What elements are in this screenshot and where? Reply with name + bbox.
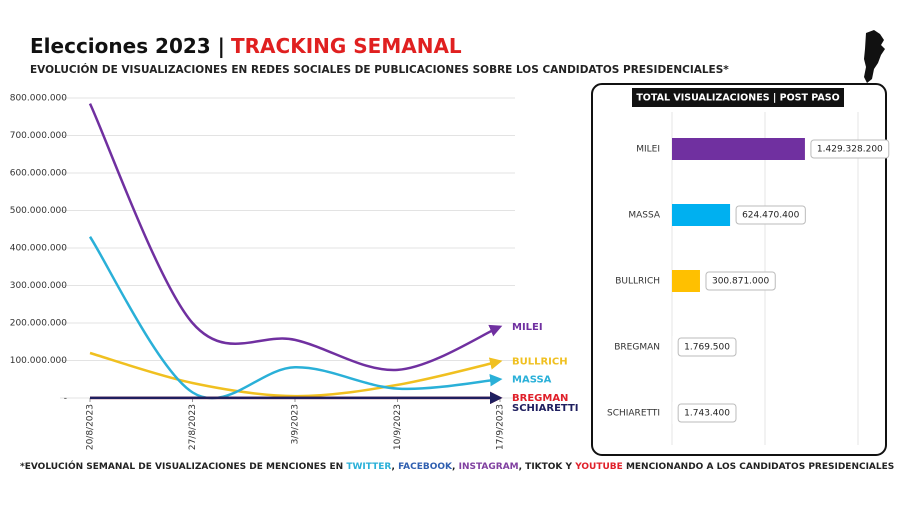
value-label: 300.871.000 xyxy=(712,277,770,287)
y-tick-label: 100.000.000 xyxy=(10,356,68,366)
line-series xyxy=(88,236,503,400)
series-label: MILEI xyxy=(512,322,543,333)
footnote-part: MENCIONANDO A LOS CANDIDATOS PRESIDENCIA… xyxy=(623,462,894,472)
footnote-part: , TIKTOK Y xyxy=(519,462,576,472)
value-label-box xyxy=(677,403,737,423)
value-label-box xyxy=(810,139,890,159)
footnote-part: INSTAGRAM xyxy=(459,462,519,472)
category-label: MASSA xyxy=(628,211,661,221)
map-icon xyxy=(864,30,885,83)
bar xyxy=(672,270,700,292)
category-label: MILEI xyxy=(636,145,660,155)
footnote-part: *EVOLUCIÓN SEMANAL DE VISUALIZACIONES DE… xyxy=(20,460,346,472)
footnote-part: , xyxy=(452,462,459,472)
category-label: BULLRICH xyxy=(615,277,660,287)
subtitle: EVOLUCIÓN DE VISUALIZACIONES EN REDES SO… xyxy=(30,63,729,76)
y-tick-label: 200.000.000 xyxy=(10,319,68,329)
y-tick-label: 300.000.000 xyxy=(10,281,68,291)
category-label: BREGMAN xyxy=(614,343,660,353)
bar xyxy=(672,204,731,226)
value-label: 1.429.328.200 xyxy=(817,145,883,155)
y-tick-label: 700.000.000 xyxy=(10,131,68,141)
bar-title: TOTAL VISUALIZACIONES | POST PASO xyxy=(636,93,839,104)
series-label: SCHIARETTI xyxy=(512,403,579,414)
line-series xyxy=(89,351,503,398)
x-tick-label: 20/8/2023 xyxy=(86,404,96,450)
bar-title-bg xyxy=(632,88,844,107)
footnote-part: TWITTER xyxy=(346,462,391,472)
value-label-box xyxy=(705,271,776,291)
footnote: *EVOLUCIÓN SEMANAL DE VISUALIZACIONES DE… xyxy=(20,460,894,472)
value-label: 624.470.400 xyxy=(742,211,800,221)
series-label: MASSA xyxy=(512,374,552,385)
footnote-part: FACEBOOK xyxy=(398,462,453,472)
series-label: BULLRICH xyxy=(512,356,568,367)
x-tick-label: 17/9/2023 xyxy=(496,404,506,450)
bar xyxy=(672,138,805,160)
x-tick-label: 10/9/2023 xyxy=(393,404,403,450)
y-tick-label: 600.000.000 xyxy=(10,169,68,179)
series-label: BREGMAN xyxy=(512,393,568,404)
title: Elecciones 2023 | TRACKING SEMANAL xyxy=(30,34,462,58)
x-tick-label: 27/8/2023 xyxy=(188,404,198,450)
value-label: 1.743.400 xyxy=(684,409,730,419)
x-tick-label: 3/9/2023 xyxy=(291,404,301,444)
bar-panel xyxy=(591,83,887,456)
line-series xyxy=(88,103,503,372)
title-text: Elecciones 2023 | xyxy=(30,34,225,58)
category-label: SCHIARETTI xyxy=(607,409,660,419)
value-label-box xyxy=(677,337,737,357)
y-tick-label: 800.000.000 xyxy=(10,94,68,104)
y-tick-label: 400.000.000 xyxy=(10,244,68,254)
title-highlight: TRACKING SEMANAL xyxy=(231,34,462,58)
footnote-part: YOUTUBE xyxy=(574,462,623,472)
value-label-box xyxy=(735,205,806,225)
footnote-part: , xyxy=(392,462,399,472)
value-label: 1.769.500 xyxy=(684,343,730,353)
y-tick-label: 500.000.000 xyxy=(10,206,68,216)
y-tick-label: - xyxy=(64,394,67,404)
